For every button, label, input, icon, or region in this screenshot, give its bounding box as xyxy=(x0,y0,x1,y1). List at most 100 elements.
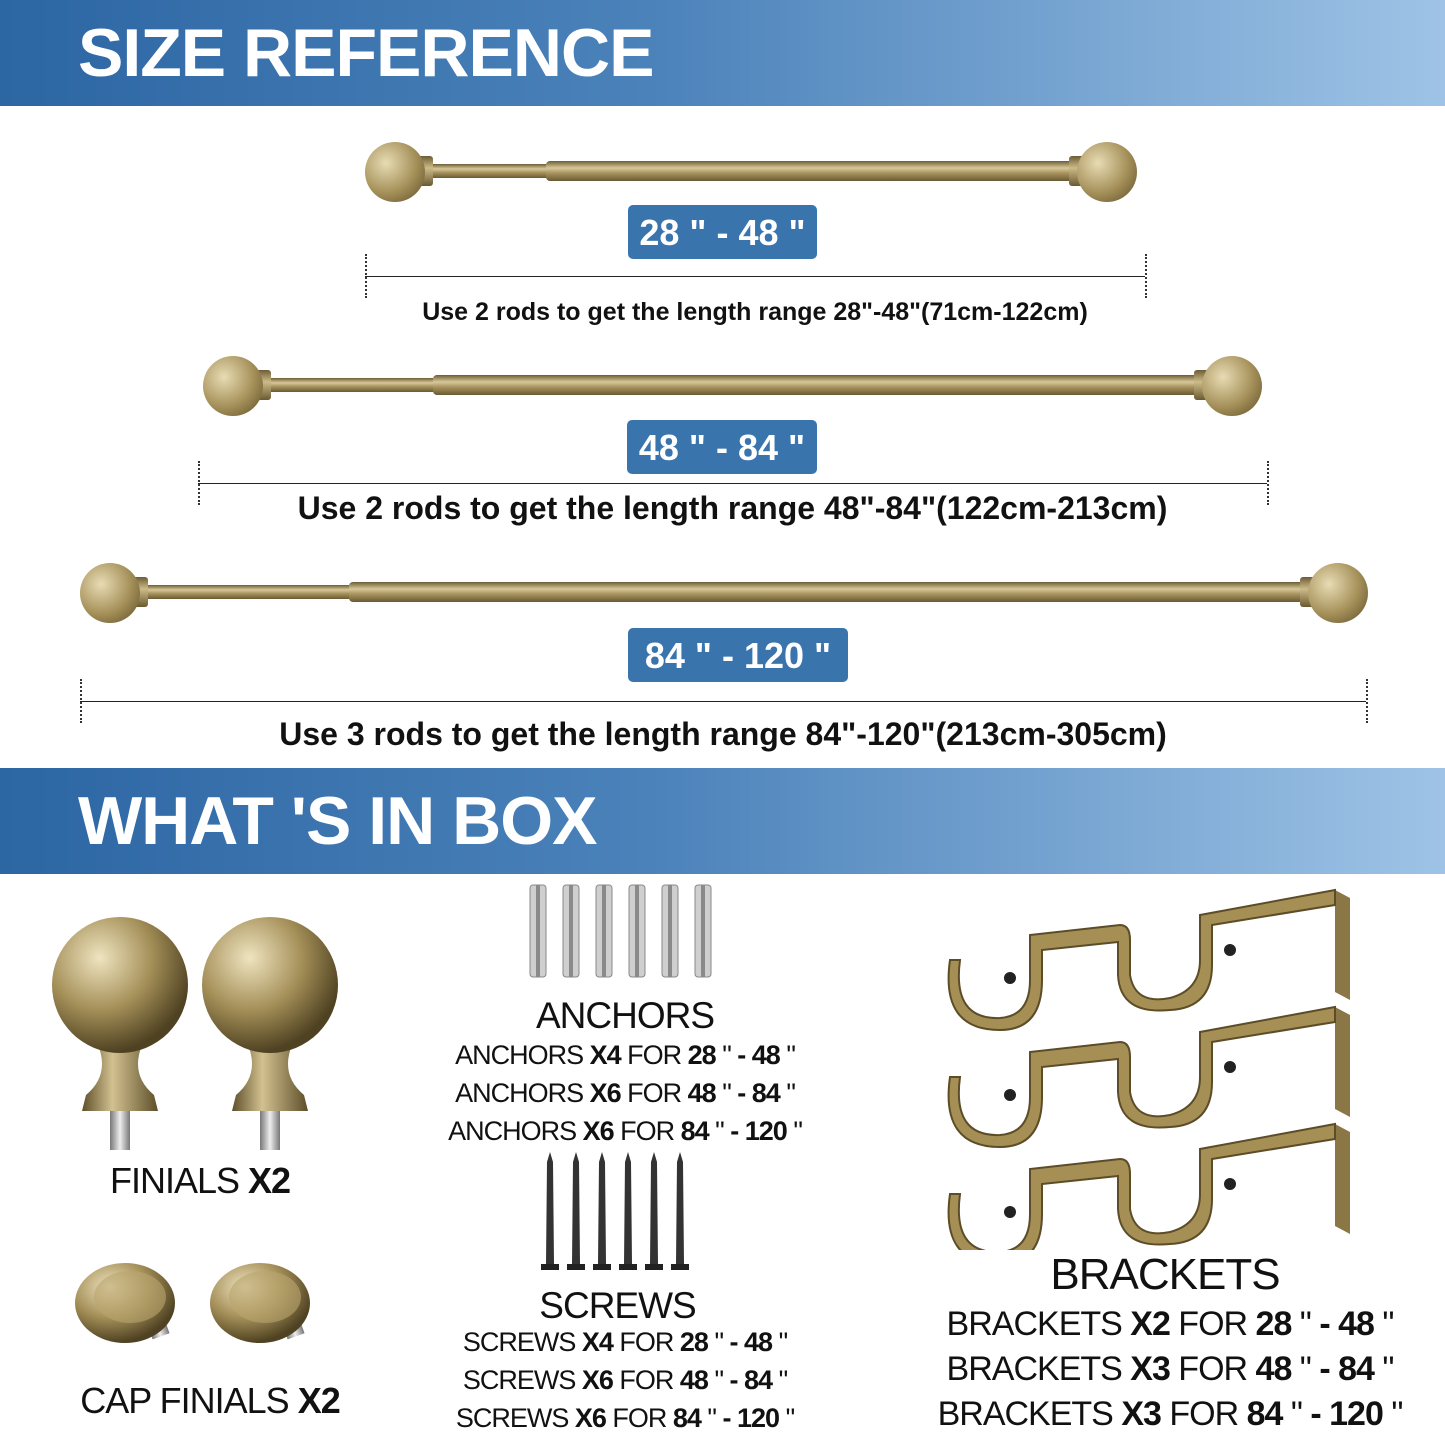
size-range-badge: 48 " - 84 " xyxy=(627,420,817,474)
row-text: " xyxy=(779,1040,796,1070)
label-text: FINIALS xyxy=(109,1160,248,1201)
curtain-rod xyxy=(80,563,1368,623)
row-text: - 84 xyxy=(1319,1350,1375,1388)
row-text: BRACKETS xyxy=(946,1350,1131,1388)
row-text: 28 xyxy=(687,1040,717,1070)
row-text: " xyxy=(1291,1350,1320,1388)
row-text: " xyxy=(1382,1395,1403,1433)
anchor-icon xyxy=(628,884,646,978)
row-text: FOR xyxy=(1169,1350,1256,1388)
quantity: X2 xyxy=(248,1160,291,1201)
dimension-line xyxy=(198,483,1267,484)
row-text: - 48 xyxy=(737,1040,781,1070)
row-text: FOR xyxy=(612,1365,680,1395)
row-text: ANCHORS xyxy=(448,1116,583,1146)
screws-quantity-row: SCREWS X6 FOR 84 " - 120 " xyxy=(420,1403,830,1434)
row-text: - 120 xyxy=(722,1403,781,1433)
dimension-tick xyxy=(1366,679,1368,723)
row-text: X6 xyxy=(581,1365,614,1395)
dimension-tick xyxy=(1267,461,1269,505)
row-text: X3 xyxy=(1121,1395,1162,1433)
anchor-icon xyxy=(529,884,547,978)
row-text: - 48 xyxy=(729,1327,774,1357)
row-text: " xyxy=(1373,1305,1394,1343)
finial xyxy=(52,917,188,1150)
brackets-quantity-row: BRACKETS X2 FOR 28 " - 48 " xyxy=(910,1305,1430,1344)
cap-finials-label: CAP FINIALS X2 xyxy=(40,1380,380,1422)
section-title: SIZE REFERENCE xyxy=(78,15,654,91)
finial xyxy=(202,917,338,1150)
row-text: " xyxy=(1291,1305,1320,1343)
screw-icon xyxy=(593,1152,611,1270)
row-text: " xyxy=(700,1403,723,1433)
row-text: BRACKETS xyxy=(937,1395,1122,1433)
row-text: " xyxy=(707,1365,730,1395)
bracket-icon xyxy=(947,1005,1350,1149)
screw-icon xyxy=(567,1152,585,1270)
curtain-rod xyxy=(203,356,1262,416)
row-text: " xyxy=(779,1078,796,1108)
bracket-icon xyxy=(947,1122,1350,1250)
row-text: FOR xyxy=(1169,1305,1256,1343)
screw-icon xyxy=(671,1152,689,1270)
row-text: X4 xyxy=(589,1040,622,1070)
size-range-badge: 84 " - 120 " xyxy=(628,628,848,682)
curtain-rod xyxy=(365,142,1137,202)
finials-label: FINIALS X2 xyxy=(50,1160,350,1202)
row-text: X4 xyxy=(581,1327,614,1357)
screws-quantity-row: SCREWS X6 FOR 48 " - 84 " xyxy=(420,1365,830,1396)
dimension-line xyxy=(365,276,1145,277)
anchor-icon xyxy=(694,884,712,978)
cap-finial xyxy=(210,1263,310,1343)
row-text: " xyxy=(779,1403,796,1433)
whats-in-box-header: WHAT 'S IN BOX xyxy=(0,768,1445,874)
brackets-quantity-row: BRACKETS X3 FOR 48 " - 84 " xyxy=(910,1350,1430,1389)
row-text: - 84 xyxy=(729,1365,774,1395)
dimension-tick xyxy=(1145,254,1147,298)
row-text: " xyxy=(707,1327,730,1357)
anchors-quantity-row: ANCHORS X6 FOR 48 " - 84 " xyxy=(420,1078,830,1109)
row-text: ANCHORS xyxy=(455,1040,590,1070)
cap-finial xyxy=(75,1263,175,1343)
row-text: FOR xyxy=(613,1116,681,1146)
rod-length-caption: Use 2 rods to get the length range 28"-4… xyxy=(422,298,1088,326)
row-text: " xyxy=(715,1040,738,1070)
anchor-icon xyxy=(595,884,613,978)
screws-quantity-row: SCREWS X4 FOR 28 " - 48 " xyxy=(420,1327,830,1358)
screw-icon xyxy=(619,1152,637,1270)
row-text: SCREWS xyxy=(462,1365,582,1395)
label-text: CAP FINIALS xyxy=(80,1380,298,1421)
dimension-line xyxy=(80,701,1366,702)
row-text: X2 xyxy=(1130,1305,1171,1343)
row-text: 28 xyxy=(679,1327,709,1357)
row-text: 84 xyxy=(680,1116,710,1146)
size-range-badge: 28 " - 48 " xyxy=(628,205,817,259)
row-text: SCREWS xyxy=(462,1327,582,1357)
row-text: X6 xyxy=(574,1403,607,1433)
row-text: SCREWS xyxy=(455,1403,575,1433)
anchor-icon xyxy=(562,884,580,978)
row-text: " xyxy=(708,1116,731,1146)
row-text: - 48 xyxy=(1319,1305,1375,1343)
row-text: " xyxy=(1282,1395,1311,1433)
screws-label: SCREWS xyxy=(539,1285,696,1326)
row-text: " xyxy=(786,1116,803,1146)
screw-icon xyxy=(645,1152,663,1270)
row-text: X6 xyxy=(582,1116,615,1146)
row-text: FOR xyxy=(620,1040,688,1070)
row-text: - 84 xyxy=(737,1078,781,1108)
brackets-label: BRACKETS xyxy=(1050,1250,1280,1299)
rod-length-caption: Use 3 rods to get the length range 84"-1… xyxy=(279,716,1167,752)
row-text: " xyxy=(772,1327,789,1357)
row-text: FOR xyxy=(612,1327,680,1357)
anchors-quantity-row: ANCHORS X6 FOR 84 " - 120 " xyxy=(420,1116,830,1147)
size-reference-header: SIZE REFERENCE xyxy=(0,0,1445,106)
row-text: FOR xyxy=(605,1403,673,1433)
row-text: " xyxy=(715,1078,738,1108)
section-title: WHAT 'S IN BOX xyxy=(78,783,597,859)
row-text: FOR xyxy=(620,1078,688,1108)
row-text: 48 xyxy=(1255,1350,1293,1388)
anchors-quantity-row: ANCHORS X4 FOR 28 " - 48 " xyxy=(420,1040,830,1071)
row-text: - 120 xyxy=(730,1116,788,1146)
row-text: BRACKETS xyxy=(946,1305,1131,1343)
